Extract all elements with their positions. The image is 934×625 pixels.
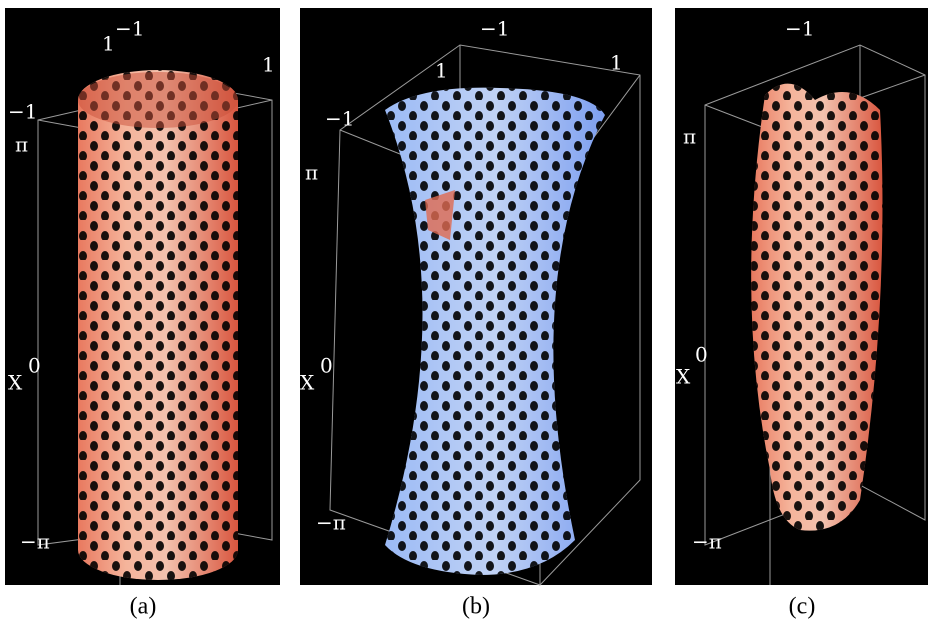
axis-label: π bbox=[683, 125, 696, 149]
axis-label: 1 bbox=[435, 59, 448, 83]
axis-label: X bbox=[676, 365, 691, 389]
caption: (b) bbox=[462, 594, 490, 620]
axis-label: −1 bbox=[480, 17, 509, 41]
axis-label: −1 bbox=[115, 17, 144, 41]
axis-label: −1 bbox=[785, 17, 814, 41]
axis-label: −π bbox=[316, 511, 346, 535]
axis-label: X bbox=[300, 371, 315, 395]
axis-label: 0 bbox=[28, 354, 41, 378]
axis-label: −1 bbox=[325, 107, 354, 131]
axis-label: π bbox=[305, 161, 318, 185]
axis-label: −1 bbox=[8, 100, 37, 124]
axis-label: 0 bbox=[320, 354, 333, 378]
axis-label: X bbox=[8, 371, 23, 395]
panel-b: −1 1 1 −1 π X 0 −π bbox=[300, 8, 652, 585]
panel-c: −1 π X 0 −π bbox=[675, 8, 928, 585]
caption: (a) bbox=[130, 594, 157, 620]
figure: 1 −1 1 −1 π X 0 −π (a) −1 1 1 −1 π X 0 −… bbox=[0, 0, 934, 625]
axis-label: π bbox=[15, 133, 28, 157]
axis-label: 1 bbox=[610, 51, 623, 75]
axis-label: 0 bbox=[695, 343, 708, 367]
axis-label: 1 bbox=[102, 32, 115, 56]
panel-a: 1 −1 1 −1 π X 0 −π bbox=[5, 8, 280, 585]
axis-label: −π bbox=[20, 530, 50, 554]
caption: (c) bbox=[789, 594, 816, 620]
axis-label: −π bbox=[692, 530, 722, 554]
axis-label: 1 bbox=[262, 53, 275, 77]
